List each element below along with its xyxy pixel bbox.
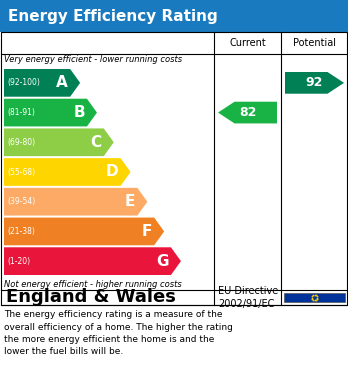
Text: Potential: Potential	[293, 38, 336, 48]
Text: 82: 82	[239, 106, 256, 119]
Text: (69-80): (69-80)	[7, 138, 35, 147]
Text: The energy efficiency rating is a measure of the
overall efficiency of a home. T: The energy efficiency rating is a measur…	[4, 310, 233, 357]
Text: D: D	[106, 165, 119, 179]
Text: Energy Efficiency Rating: Energy Efficiency Rating	[8, 9, 218, 23]
Bar	[1, 32, 347, 305]
Polygon shape	[4, 69, 80, 97]
Text: EU Directive
2002/91/EC: EU Directive 2002/91/EC	[218, 286, 278, 309]
Text: Not energy efficient - higher running costs: Not energy efficient - higher running co…	[4, 280, 182, 289]
Text: A: A	[56, 75, 68, 90]
Bar	[284, 293, 345, 302]
Polygon shape	[4, 217, 164, 245]
Polygon shape	[218, 102, 277, 124]
Text: B: B	[73, 105, 85, 120]
Polygon shape	[4, 158, 130, 186]
Polygon shape	[4, 247, 181, 275]
Text: Very energy efficient - lower running costs: Very energy efficient - lower running co…	[4, 55, 182, 64]
Text: F: F	[142, 224, 152, 239]
Polygon shape	[4, 128, 114, 156]
Text: (21-38): (21-38)	[7, 227, 35, 236]
Text: England & Wales: England & Wales	[6, 289, 176, 307]
Text: Current: Current	[229, 38, 266, 48]
Polygon shape	[285, 72, 344, 94]
Text: G: G	[157, 254, 169, 269]
Text: E: E	[125, 194, 135, 209]
Text: (81-91): (81-91)	[7, 108, 35, 117]
Text: (55-68): (55-68)	[7, 167, 35, 176]
Text: (39-54): (39-54)	[7, 197, 35, 206]
Text: 92: 92	[306, 76, 323, 90]
Text: (1-20): (1-20)	[7, 256, 30, 265]
Text: (92-100): (92-100)	[7, 78, 40, 87]
Bar	[0, 0, 348, 32]
Text: C: C	[90, 135, 102, 150]
Polygon shape	[4, 188, 147, 215]
Polygon shape	[4, 99, 97, 126]
